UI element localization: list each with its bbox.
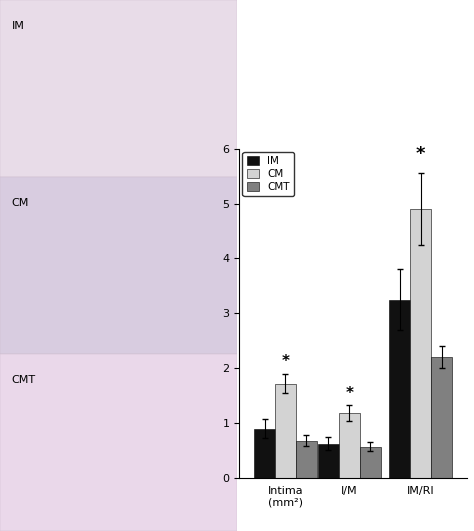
Legend: IM, CM, CMT: IM, CM, CMT: [243, 152, 294, 196]
Bar: [389, 299, 410, 478]
Bar: [0, 354, 237, 531]
Bar: [0, 177, 237, 354]
Bar: [410, 209, 431, 478]
Bar: [431, 357, 452, 478]
Bar: [339, 413, 360, 478]
Text: IM: IM: [12, 21, 25, 31]
Bar: [0, 0, 237, 177]
Text: CMT: CMT: [12, 375, 36, 385]
Text: CM: CM: [12, 198, 29, 208]
Text: *: *: [346, 386, 353, 400]
Bar: [360, 447, 381, 478]
Bar: [275, 383, 296, 478]
Text: *: *: [416, 145, 426, 164]
Bar: [318, 444, 339, 478]
Bar: [254, 429, 275, 478]
Bar: [296, 441, 317, 478]
Text: *: *: [282, 354, 290, 369]
